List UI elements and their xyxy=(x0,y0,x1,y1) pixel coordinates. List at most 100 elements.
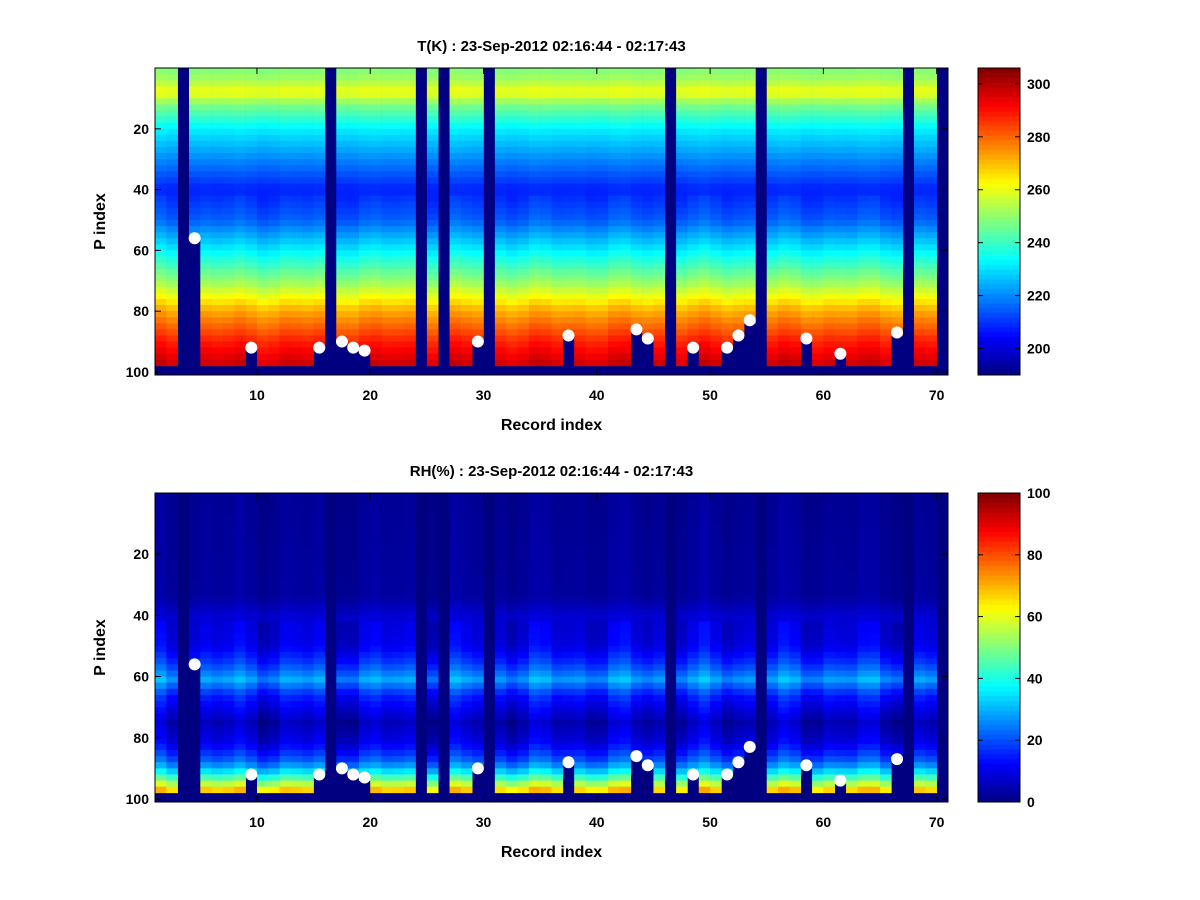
heatmap-cell xyxy=(279,572,292,579)
heatmap-cell xyxy=(245,749,258,757)
heatmap-cell xyxy=(426,68,439,75)
heatmap-cell xyxy=(392,572,405,579)
heatmap-cell xyxy=(200,219,212,227)
axes-box xyxy=(154,67,949,376)
heatmap-cell xyxy=(268,128,280,136)
heatmap-cell xyxy=(732,80,745,87)
colorbar-segment xyxy=(978,139,1020,146)
heatmap-cell xyxy=(574,535,586,543)
heatmap-cell xyxy=(290,511,303,518)
heatmap-cell xyxy=(710,292,722,300)
heatmap-cell xyxy=(256,639,269,647)
heatmap-cell xyxy=(336,603,348,610)
heatmap-cell xyxy=(676,523,688,531)
heatmap-cell xyxy=(789,116,802,124)
heatmap-cell xyxy=(392,238,405,245)
heatmap-cell xyxy=(426,584,439,592)
heatmap-cell xyxy=(313,226,326,233)
heatmap-cell xyxy=(619,86,632,93)
heatmap-cell xyxy=(347,86,360,93)
heatmap-cell xyxy=(506,652,518,659)
heatmap-cell xyxy=(517,159,530,166)
heatmap-cell xyxy=(166,153,178,160)
heatmap-cell xyxy=(472,541,484,549)
heatmap-cell xyxy=(188,74,201,81)
heatmap-cell xyxy=(302,554,314,561)
heatmap-cell xyxy=(211,335,224,342)
heatmap-cell xyxy=(619,110,632,117)
heatmap-cell xyxy=(472,725,484,732)
heatmap-cell xyxy=(313,560,326,567)
heatmap-cell xyxy=(460,153,473,160)
heatmap-cell xyxy=(234,639,246,647)
heatmap-cell xyxy=(891,250,903,257)
heatmap-cell xyxy=(857,128,869,136)
heatmap-cell xyxy=(676,159,688,166)
heatmap-cell xyxy=(279,116,292,124)
heatmap-cell xyxy=(166,499,178,506)
heatmap-cell xyxy=(347,499,360,506)
heatmap-cell xyxy=(188,603,201,610)
heatmap-cell xyxy=(358,213,371,221)
heatmap-cell xyxy=(766,147,779,154)
heatmap-cell xyxy=(676,688,688,696)
heatmap-cell xyxy=(234,713,246,720)
heatmap-cell xyxy=(245,226,258,233)
heatmap-cell xyxy=(449,584,462,592)
heatmap-cell xyxy=(506,183,518,190)
heatmap-cell xyxy=(562,652,575,659)
heatmap-cell xyxy=(392,177,405,184)
heatmap-cell xyxy=(460,207,473,215)
heatmap-cell xyxy=(494,329,507,336)
heatmap-cell xyxy=(234,250,246,257)
heatmap-cell xyxy=(188,86,201,93)
heatmap-cell xyxy=(347,762,360,769)
heatmap-cell xyxy=(676,153,688,160)
heatmap-cell xyxy=(778,329,790,336)
heatmap-cell xyxy=(290,517,303,524)
heatmap-cell xyxy=(608,786,620,794)
heatmap-cell xyxy=(234,743,246,751)
heatmap-cell xyxy=(370,658,382,665)
heatmap-cell xyxy=(460,165,473,172)
heatmap-cell xyxy=(302,262,314,269)
heatmap-cell xyxy=(370,189,382,196)
heatmap-cell xyxy=(766,335,779,342)
heatmap-cell xyxy=(222,335,235,342)
heatmap-cell xyxy=(347,676,360,683)
heatmap-cell xyxy=(914,116,926,124)
heatmap-cell xyxy=(200,707,212,714)
heatmap-cell xyxy=(200,134,212,142)
heatmap-cell xyxy=(891,238,903,245)
heatmap-cell xyxy=(166,98,178,105)
heatmap-cell xyxy=(721,250,734,257)
heatmap-cell xyxy=(347,122,360,130)
heatmap-cell xyxy=(551,122,564,130)
heatmap-cell xyxy=(551,359,564,367)
colorbar-segment xyxy=(978,255,1020,261)
heatmap-cell xyxy=(381,688,394,696)
heatmap-cell xyxy=(642,523,654,531)
heatmap-cell xyxy=(279,505,292,512)
heatmap-cell xyxy=(268,523,280,531)
heatmap-cell xyxy=(302,134,314,142)
colorbar-segment xyxy=(978,327,1020,333)
heatmap-cell xyxy=(302,177,314,184)
heatmap-cell xyxy=(256,226,269,233)
heatmap-cell xyxy=(211,743,224,751)
heatmap-cell xyxy=(698,207,711,215)
heatmap-cell xyxy=(472,609,484,616)
heatmap-cell xyxy=(562,590,575,598)
heatmap-cell xyxy=(234,268,246,275)
heatmap-cell xyxy=(642,639,654,647)
heatmap-cell xyxy=(279,584,292,592)
heatmap-cell xyxy=(868,256,881,263)
heatmap-cell xyxy=(846,347,858,355)
heatmap-cell xyxy=(642,578,654,586)
heatmap-cell xyxy=(596,219,609,227)
heatmap-cell xyxy=(846,335,858,342)
heatmap-cell xyxy=(540,292,552,300)
heatmap-cell xyxy=(222,195,235,203)
heatmap-cell xyxy=(449,128,462,136)
heatmap-cell xyxy=(245,701,258,708)
